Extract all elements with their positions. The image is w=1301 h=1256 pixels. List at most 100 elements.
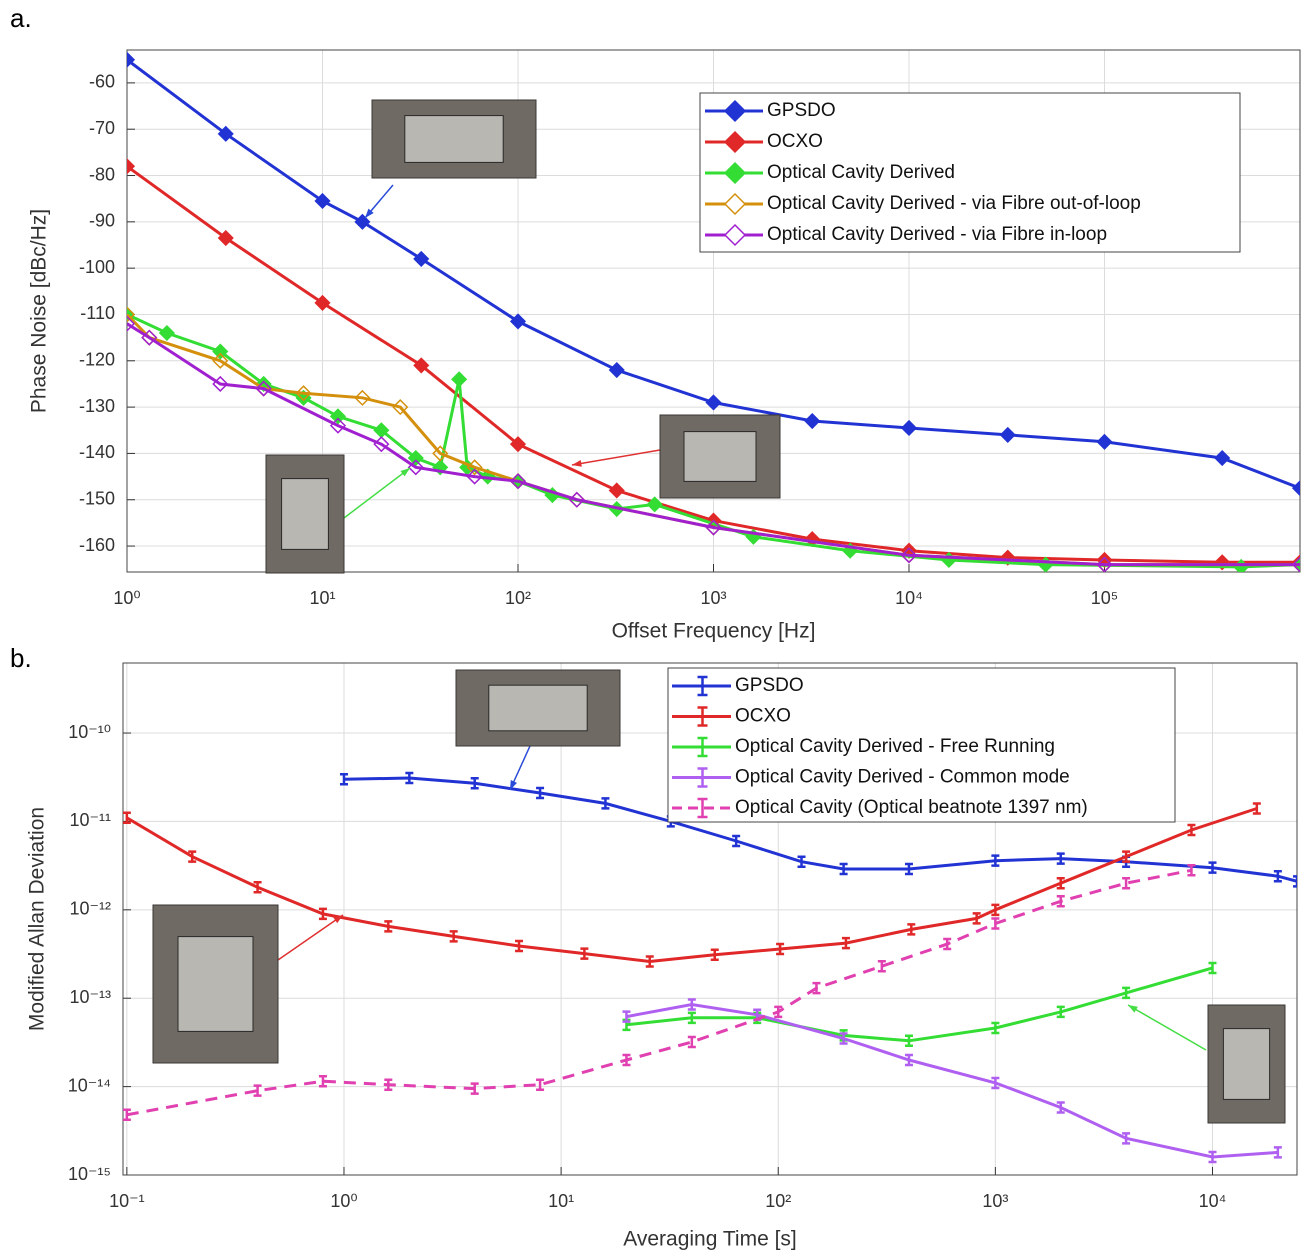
point-marker — [536, 1078, 545, 1091]
point-marker — [1273, 1146, 1282, 1159]
point-marker — [1056, 895, 1065, 908]
y-tick-label: 10⁻¹⁵ — [68, 1164, 111, 1184]
point-marker — [710, 948, 719, 962]
point-marker — [405, 771, 414, 785]
point-marker — [407, 459, 424, 476]
point-marker — [991, 1021, 1000, 1035]
point-marker — [622, 1010, 631, 1023]
y-tick-label: 10⁻¹² — [69, 899, 111, 919]
legend-marker — [697, 797, 708, 819]
point-marker — [904, 1053, 913, 1067]
inset-arrowhead — [1128, 1005, 1138, 1013]
point-marker — [123, 811, 131, 825]
legend-marker — [723, 161, 747, 185]
point-marker — [384, 920, 393, 933]
point-marker — [705, 519, 722, 536]
point-marker — [127, 315, 136, 332]
point-marker — [776, 942, 785, 956]
y-tick-label: -150 — [79, 488, 115, 508]
point-marker — [253, 881, 262, 894]
point-marker — [392, 399, 409, 416]
x-tick-label: 10⁵ — [1091, 588, 1118, 608]
point-marker — [991, 854, 1000, 867]
y-tick-label: -160 — [79, 535, 115, 555]
series-line — [626, 1002, 1279, 1159]
y-tick-label: 10⁻¹³ — [69, 987, 111, 1007]
point-marker — [1096, 433, 1113, 450]
point-marker — [466, 468, 483, 485]
point-marker — [1293, 875, 1297, 888]
point-marker — [253, 1084, 262, 1097]
legend-box — [667, 667, 1176, 823]
point-marker — [318, 1074, 327, 1088]
photo-device — [683, 431, 757, 482]
point-marker — [999, 426, 1016, 443]
point-marker — [1056, 1005, 1065, 1019]
point-marker — [991, 903, 1000, 917]
point-marker — [466, 459, 483, 476]
plot-frame — [122, 662, 1298, 1176]
y-tick-label: 10⁻¹⁴ — [68, 1075, 111, 1095]
x-tick-label: 10⁰ — [330, 1191, 357, 1211]
point-marker — [1122, 986, 1131, 1000]
point-marker — [1291, 556, 1300, 572]
legend-marker — [697, 706, 708, 727]
legend-marker — [697, 675, 708, 697]
point-marker — [384, 1078, 393, 1091]
inset-arrow — [571, 449, 661, 466]
photo-device — [404, 115, 504, 163]
legend-label: GPSDO — [735, 675, 804, 696]
point-marker — [900, 419, 918, 437]
x-tick-label: 10² — [505, 588, 531, 608]
point-marker — [329, 408, 347, 425]
x-tick-label: 10⁻¹ — [109, 1191, 145, 1211]
inset-arrowhead — [510, 780, 518, 790]
point-marker — [687, 1011, 696, 1025]
x-tick-label: 10⁴ — [1199, 1191, 1227, 1211]
y-tick-label: -60 — [89, 72, 115, 92]
photo-device — [177, 936, 254, 1032]
point-marker — [1208, 961, 1217, 975]
point-marker — [314, 192, 331, 210]
point-marker — [127, 158, 136, 175]
inset-arrowhead — [365, 208, 374, 218]
y-axis-label: Modified Allan Deviation — [26, 807, 49, 1031]
photo-device — [281, 478, 329, 550]
point-marker — [354, 389, 371, 406]
point-marker — [900, 547, 918, 564]
x-tick-label: 10³ — [700, 588, 726, 608]
point-marker — [123, 1108, 131, 1122]
point-marker — [1122, 876, 1131, 890]
legend-marker — [723, 192, 747, 216]
point-marker — [188, 850, 197, 863]
legend-marker — [697, 736, 708, 758]
point-marker — [732, 834, 741, 848]
panel-label: b. — [10, 643, 32, 673]
photo-device — [1222, 1028, 1271, 1100]
point-marker — [373, 436, 390, 453]
legend-label: Optical Cavity Derived - via Fibre in-lo… — [767, 224, 1107, 245]
point-marker — [212, 343, 229, 360]
point-marker — [329, 417, 347, 434]
legend-marker — [723, 99, 747, 123]
point-marker — [217, 125, 234, 142]
point-marker — [877, 959, 886, 973]
x-axis-label: Averaging Time [s] — [623, 1228, 797, 1251]
x-tick-label: 10⁰ — [113, 588, 140, 608]
point-marker — [1214, 449, 1231, 467]
inset-arrowhead — [333, 915, 343, 924]
inset-arrow — [1127, 1004, 1207, 1051]
point-marker — [608, 361, 625, 379]
point-marker — [1056, 876, 1065, 890]
point-marker — [515, 939, 524, 953]
point-marker — [797, 855, 806, 868]
x-tick-label: 10¹ — [548, 1191, 574, 1211]
point-marker — [804, 412, 821, 430]
point-marker — [536, 786, 545, 800]
point-marker — [904, 862, 913, 876]
point-marker — [127, 306, 136, 323]
y-tick-label: -70 — [89, 118, 115, 138]
point-marker — [449, 930, 458, 943]
point-marker — [687, 998, 696, 1011]
point-marker — [568, 491, 585, 508]
